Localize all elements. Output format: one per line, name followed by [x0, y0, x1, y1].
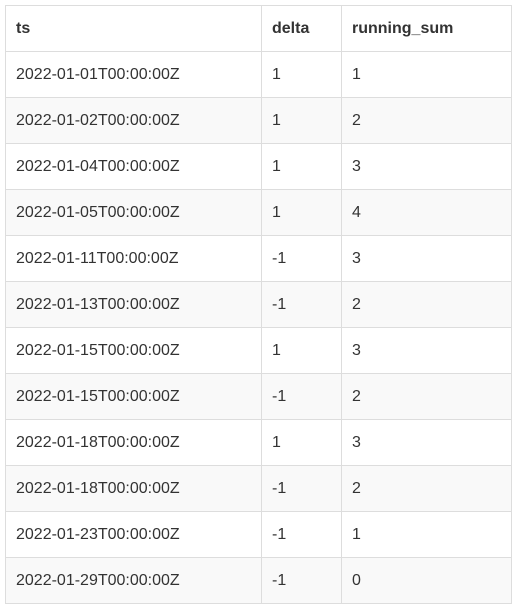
- header-row: ts delta running_sum: [5, 5, 512, 52]
- cell-delta: -1: [261, 557, 342, 604]
- cell-delta: 1: [261, 143, 342, 190]
- cell-ts: 2022-01-05T00:00:00Z: [5, 189, 262, 236]
- cell-running-sum: 2: [341, 373, 512, 420]
- cell-running-sum: 3: [341, 143, 512, 190]
- cell-delta: 1: [261, 51, 342, 98]
- cell-ts: 2022-01-15T00:00:00Z: [5, 327, 262, 374]
- cell-delta: -1: [261, 511, 342, 558]
- cell-delta: -1: [261, 373, 342, 420]
- table-row: 2022-01-05T00:00:00Z 1 4: [5, 189, 512, 236]
- cell-running-sum: 3: [341, 327, 512, 374]
- cell-delta: 1: [261, 419, 342, 466]
- cell-ts: 2022-01-15T00:00:00Z: [5, 373, 262, 420]
- cell-running-sum: 0: [341, 557, 512, 604]
- column-header-delta: delta: [261, 5, 342, 52]
- table-header: ts delta running_sum: [5, 5, 512, 52]
- cell-ts: 2022-01-02T00:00:00Z: [5, 97, 262, 144]
- cell-running-sum: 2: [341, 97, 512, 144]
- cell-delta: 1: [261, 189, 342, 236]
- table-row: 2022-01-18T00:00:00Z 1 3: [5, 419, 512, 466]
- table-row: 2022-01-04T00:00:00Z 1 3: [5, 143, 512, 190]
- cell-ts: 2022-01-29T00:00:00Z: [5, 557, 262, 604]
- table-row: 2022-01-15T00:00:00Z 1 3: [5, 327, 512, 374]
- cell-ts: 2022-01-11T00:00:00Z: [5, 235, 262, 282]
- column-header-ts: ts: [5, 5, 262, 52]
- cell-ts: 2022-01-04T00:00:00Z: [5, 143, 262, 190]
- cell-delta: 1: [261, 327, 342, 374]
- cell-running-sum: 3: [341, 419, 512, 466]
- cell-ts: 2022-01-18T00:00:00Z: [5, 419, 262, 466]
- cell-ts: 2022-01-01T00:00:00Z: [5, 51, 262, 98]
- cell-running-sum: 3: [341, 235, 512, 282]
- results-table: ts delta running_sum 2022-01-01T00:00:00…: [5, 5, 512, 604]
- table-row: 2022-01-13T00:00:00Z -1 2: [5, 281, 512, 328]
- cell-running-sum: 2: [341, 465, 512, 512]
- table-row: 2022-01-29T00:00:00Z -1 0: [5, 557, 512, 604]
- table-row: 2022-01-01T00:00:00Z 1 1: [5, 51, 512, 98]
- cell-running-sum: 2: [341, 281, 512, 328]
- cell-delta: -1: [261, 465, 342, 512]
- table-row: 2022-01-15T00:00:00Z -1 2: [5, 373, 512, 420]
- table-body: 2022-01-01T00:00:00Z 1 1 2022-01-02T00:0…: [5, 51, 512, 604]
- table-row: 2022-01-18T00:00:00Z -1 2: [5, 465, 512, 512]
- cell-delta: 1: [261, 97, 342, 144]
- table-row: 2022-01-23T00:00:00Z -1 1: [5, 511, 512, 558]
- cell-running-sum: 1: [341, 51, 512, 98]
- table-row: 2022-01-02T00:00:00Z 1 2: [5, 97, 512, 144]
- cell-ts: 2022-01-23T00:00:00Z: [5, 511, 262, 558]
- cell-delta: -1: [261, 281, 342, 328]
- cell-running-sum: 4: [341, 189, 512, 236]
- cell-ts: 2022-01-13T00:00:00Z: [5, 281, 262, 328]
- cell-delta: -1: [261, 235, 342, 282]
- column-header-running-sum: running_sum: [341, 5, 512, 52]
- table-row: 2022-01-11T00:00:00Z -1 3: [5, 235, 512, 282]
- cell-running-sum: 1: [341, 511, 512, 558]
- cell-ts: 2022-01-18T00:00:00Z: [5, 465, 262, 512]
- results-table-container: ts delta running_sum 2022-01-01T00:00:00…: [5, 5, 512, 604]
